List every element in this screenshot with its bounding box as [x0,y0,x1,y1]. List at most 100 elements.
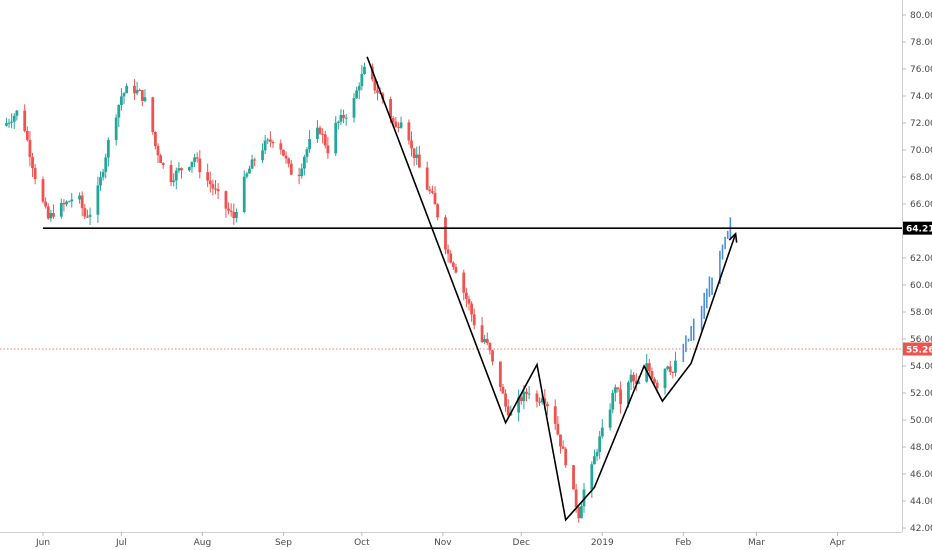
candle-down [321,133,325,135]
candle-up [187,167,191,171]
y-tick-label: 48.00 [910,443,932,453]
candle-up [540,398,544,403]
candle-up [125,85,129,94]
candle-down [650,371,654,379]
candle-up [637,381,641,384]
candle-down [553,406,557,424]
candle-down [671,371,675,373]
candle-down [25,130,29,140]
candle-up [357,85,361,91]
y-tick-label: 76.00 [910,65,932,75]
candle-down [467,298,471,304]
candle-down [425,167,429,190]
candle-up [12,115,16,122]
candle-up [65,201,68,205]
candle-up [598,436,602,452]
candle-up [114,117,118,140]
candle-down [44,201,48,207]
y-tick-label: 46.00 [910,470,932,480]
candle-down [668,366,672,372]
candle-up [193,157,196,162]
candle-down [433,192,437,205]
candle-up [305,149,309,157]
candle-up [122,93,126,97]
x-tick-label: Dec [513,538,530,548]
candle-up [117,105,121,118]
candle-down [491,350,494,362]
candle-down [153,132,157,147]
candle-down [159,155,163,163]
price-badge-label: 55.26 [906,345,932,355]
candle-up [522,391,526,402]
y-tick-label: 68.00 [910,173,932,183]
candle-down [464,292,468,299]
candle-down [472,314,476,326]
y-tick-label: 74.00 [910,92,932,102]
candle-up [344,117,348,119]
candle-up [245,173,249,177]
candle-up [608,409,612,428]
trend-drawing [366,56,737,522]
candle-down [462,272,466,293]
candle-down [504,393,507,407]
price-badge [903,342,932,356]
candle-up [15,110,19,116]
candle-up [135,90,139,94]
candle-up [517,397,521,413]
candle-down [577,507,581,519]
candle-down [451,262,455,267]
candle-up [627,382,630,405]
y-tick-label: 44.00 [910,497,932,507]
candle-down [180,168,183,171]
candle-down [86,216,89,218]
candle-down [485,339,489,344]
candle-down [342,114,345,118]
x-axis: Jun Jul Aug Sep Oct Nov Dec 2019 Feb Mar Apr [0,532,902,548]
candle-down [62,202,66,205]
candle-down [407,122,411,141]
candle-down [31,157,34,169]
x-tick-label: Oct [354,538,370,548]
x-tick-label: Feb [675,538,691,548]
y-tick-label: 62.00 [910,254,932,264]
x-tick-label: Aug [194,538,212,548]
candle-down [655,382,659,389]
candle-down [559,434,562,447]
candle-down [151,97,155,133]
candle-down [206,172,210,181]
candle-down [616,387,620,390]
candle-down [287,158,291,164]
y-tick-label: 54.00 [910,362,932,372]
candle-down [412,148,416,158]
x-tick-label: Apr [830,538,846,548]
candle-up [611,392,615,410]
candle-up [96,185,100,215]
candle-down [564,448,568,466]
candle-up [190,161,194,168]
candle-up [263,140,267,151]
candle-down [282,149,285,156]
y-tick-label: 70.00 [910,146,932,156]
candle-up [355,90,359,99]
x-tick-label: Jun [35,538,50,548]
candle-up [613,387,617,393]
candle-down [33,168,37,180]
candle-up [300,168,304,177]
candle-up [10,121,14,123]
candle-down [318,127,322,134]
candle-up [595,451,599,457]
candle-up [352,98,356,118]
candle-down [470,303,474,315]
candle-down [156,146,160,156]
candle-up [527,393,531,395]
candle-up [316,127,319,140]
candle-down [480,325,484,343]
candle-down [83,208,87,217]
y-tick-label: 80.00 [910,11,932,21]
candle-up [59,202,63,217]
candle-up [674,360,677,373]
candle-down [436,204,440,218]
y-tick-label: 42.00 [910,524,932,534]
candle-up [415,154,419,158]
candle-down [647,363,651,372]
